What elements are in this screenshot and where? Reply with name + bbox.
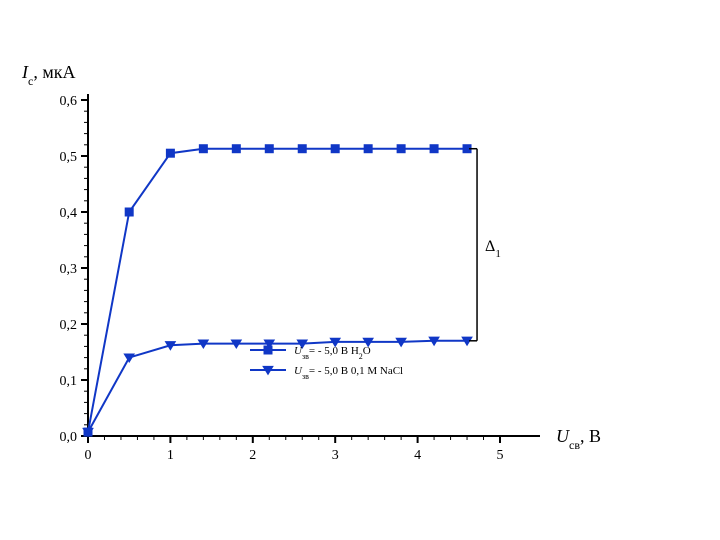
marker-square [430,145,438,153]
xtick-label: 1 [167,448,174,463]
marker-square [166,149,174,157]
marker-square [199,145,207,153]
marker-square [265,145,273,153]
ytick-label: 0,2 [60,318,78,333]
chart-svg: 0123450,00,10,20,30,40,50,6Δ1Ic, мкАUсв,… [0,0,720,540]
marker-square [364,145,372,153]
xtick-label: 0 [85,448,92,463]
marker-square [331,145,339,153]
xtick-label: 2 [249,448,256,463]
marker-square [298,145,306,153]
ytick-label: 0,6 [60,94,78,109]
ytick-label: 0,5 [60,150,78,165]
marker-square [232,145,240,153]
xtick-label: 5 [497,448,504,463]
ytick-label: 0,4 [60,206,78,221]
ytick-label: 0,1 [60,374,78,389]
ytick-label: 0,0 [60,430,78,445]
xtick-label: 4 [414,448,421,463]
chart-container: 0123450,00,10,20,30,40,50,6Δ1Ic, мкАUсв,… [0,0,720,540]
marker-square [264,346,272,354]
xtick-label: 3 [332,448,339,463]
plot-bg [0,0,720,540]
ytick-label: 0,3 [60,262,78,277]
marker-square [125,208,133,216]
marker-square [397,145,405,153]
